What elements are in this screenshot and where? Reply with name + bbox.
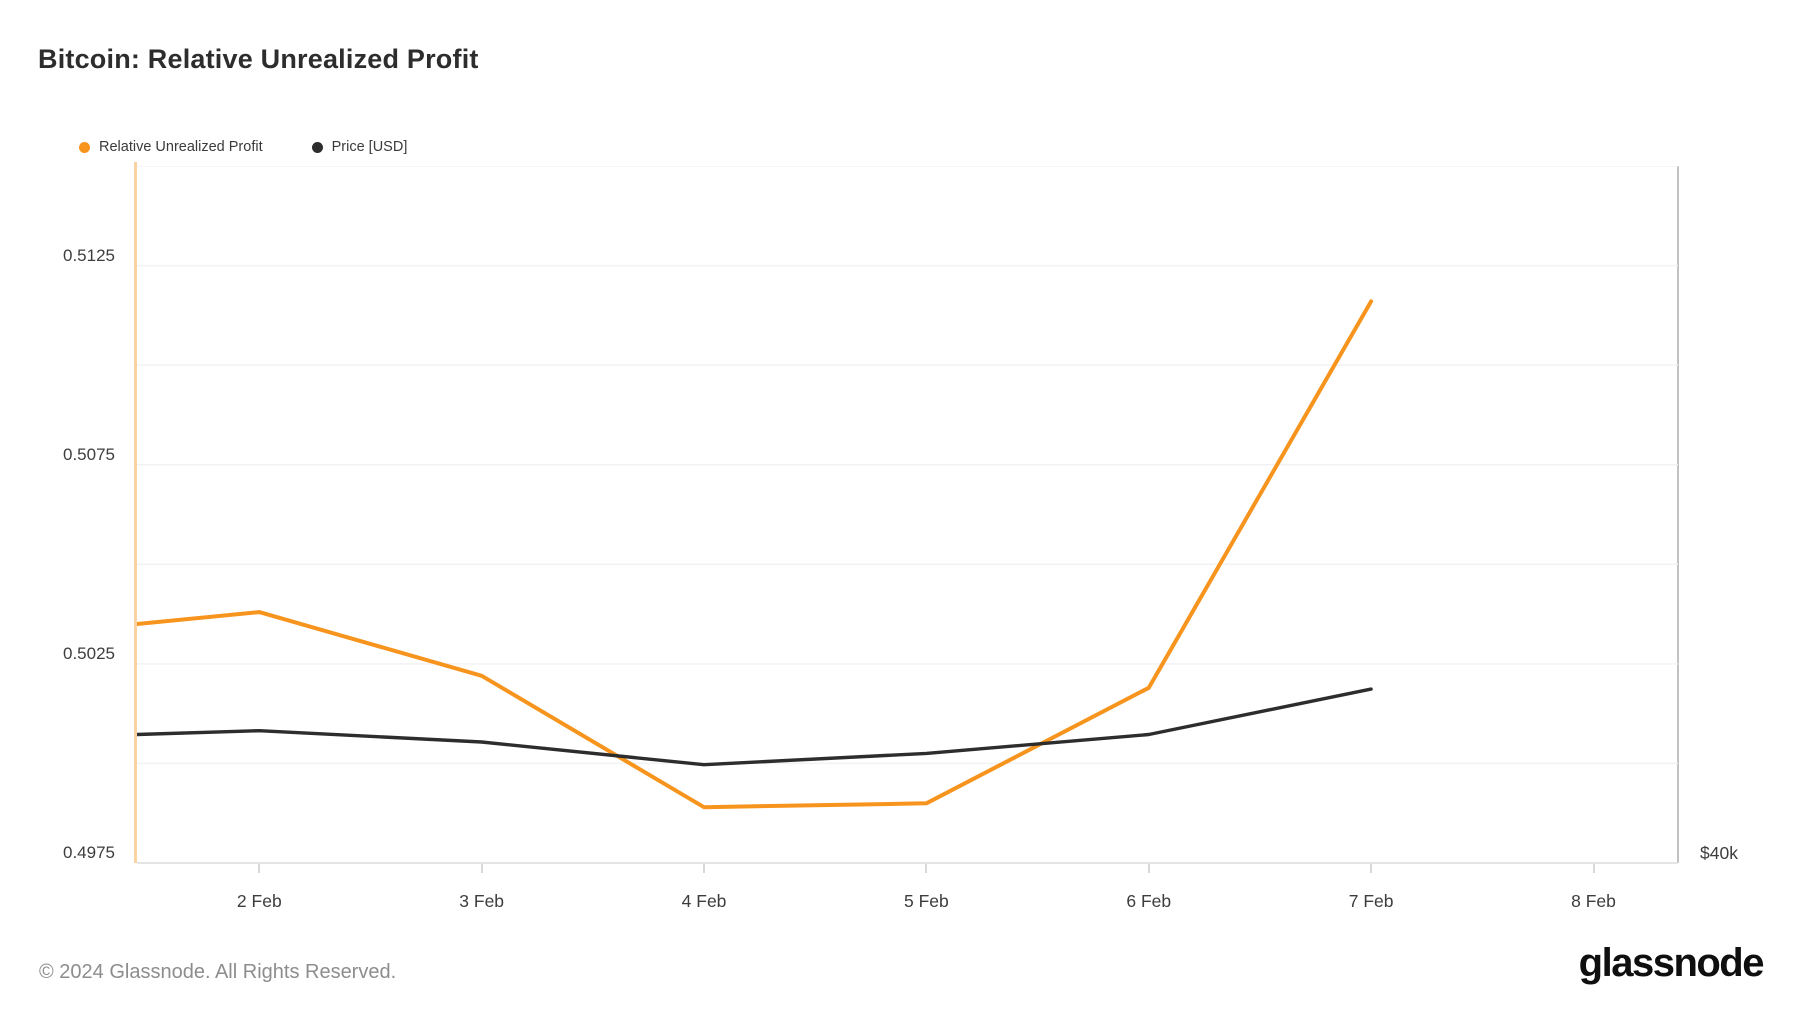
- x-axis-label: 4 Feb: [681, 891, 727, 911]
- y-axis-label: 0.5075: [63, 444, 115, 464]
- x-axis-tick: [1370, 864, 1373, 873]
- x-axis-label: 2 Feb: [236, 891, 282, 911]
- copyright-text: © 2024 Glassnode. All Rights Reserved.: [39, 961, 397, 983]
- x-axis-label: 7 Feb: [1348, 891, 1394, 911]
- legend-swatch-orange-icon: [79, 141, 90, 153]
- glassnode-logo[interactable]: glassnode: [1578, 941, 1765, 985]
- y-axis-label: 0.5025: [63, 643, 115, 663]
- x-axis-label: 5 Feb: [904, 891, 949, 911]
- x-axis-label: 8 Feb: [1571, 891, 1616, 911]
- x-axis-tick: [480, 864, 483, 873]
- page-title: Bitcoin: Relative Unrealized Profit: [38, 44, 479, 74]
- right-axis-line: [1677, 166, 1679, 863]
- x-axis-label: 6 Feb: [1126, 891, 1172, 911]
- x-axis-tick: [925, 864, 928, 873]
- x-axis-tick: [1147, 864, 1150, 873]
- x-axis-tick: [1592, 864, 1595, 873]
- plot-area[interactable]: [137, 166, 1678, 863]
- left-axis-line: [134, 162, 137, 863]
- legend-swatch-black-icon: [311, 141, 323, 153]
- legend-label: Price [USD]: [331, 139, 408, 155]
- x-axis-tick: [703, 864, 706, 873]
- y-axis-label: 0.4975: [63, 843, 115, 862]
- legend-item-price-usd[interactable]: Price [USD]: [311, 139, 408, 155]
- bottom-axis-line: [137, 862, 1678, 864]
- series-line-relative-unrealized-profit: [137, 299, 1374, 810]
- legend-item-relative-unrealized-profit[interactable]: Relative Unrealized Profit: [79, 139, 263, 155]
- y-axis-label: 0.5125: [63, 245, 115, 265]
- series-line-price-usd-: [137, 687, 1373, 767]
- legend: Relative Unrealized Profit Price [USD]: [79, 139, 407, 155]
- legend-label: Relative Unrealized Profit: [99, 139, 263, 155]
- right-axis-label: $40k: [1700, 843, 1738, 863]
- chart-svg: [137, 166, 1678, 810]
- x-axis-label: 3 Feb: [459, 891, 505, 911]
- x-axis-tick: [258, 864, 261, 873]
